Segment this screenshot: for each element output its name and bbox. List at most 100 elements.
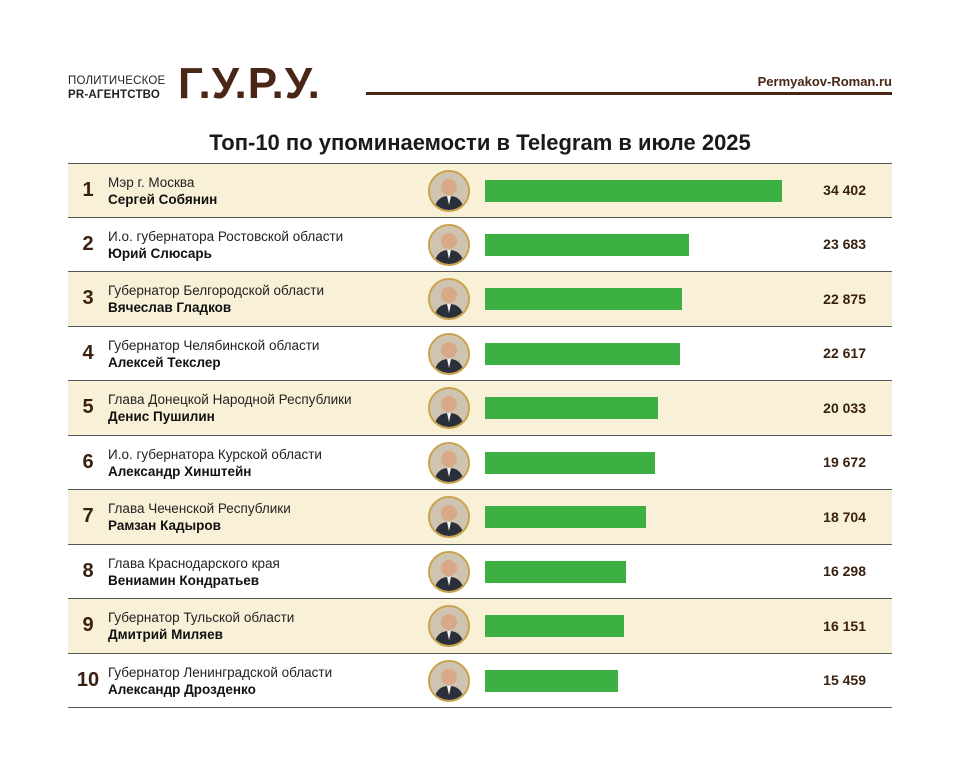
- person-silhouette-icon: [430, 607, 468, 645]
- person-role: Губернатор Ленинградской области: [108, 664, 333, 680]
- bar: [485, 180, 782, 202]
- person-name: Вячеслав Гладков: [108, 300, 232, 315]
- person-name: Дмитрий Миляев: [108, 627, 223, 642]
- person-name: Рамзан Кадыров: [108, 518, 221, 533]
- person-info: И.о. губернатора Курской области Александ…: [108, 446, 322, 480]
- bar-track: [485, 288, 785, 310]
- site-url: Permyakov-Roman.ru: [757, 74, 892, 89]
- rank-number: 2: [82, 232, 94, 255]
- bar-track: [485, 506, 785, 528]
- bar: [485, 288, 682, 310]
- person-info: И.о. губернатора Ростовской области Юрий …: [108, 228, 343, 262]
- value-label: 18 704: [823, 508, 866, 525]
- person-role: Губернатор Белгородской области: [108, 283, 324, 298]
- bar: [485, 615, 624, 637]
- person-info: Мэр г. Москва Сергей Собянин: [108, 174, 217, 208]
- avatar: [428, 441, 470, 484]
- value-label: 16 151: [823, 617, 866, 634]
- bar-track: [485, 233, 785, 256]
- person-info: Губернатор Ленинградской области Александ…: [108, 664, 332, 698]
- bar: [485, 397, 658, 419]
- person-silhouette-icon: [430, 498, 468, 536]
- person-info: Губернатор Челябинской области Алексей Те…: [108, 337, 319, 371]
- person-info: Глава Чеченской Республики Рамзан Кадыров: [108, 500, 291, 534]
- table-row: 5 Глава Донецкой Народной Республики Денис…: [68, 381, 892, 436]
- rank-number: 10: [76, 668, 100, 691]
- bar-track: [485, 560, 785, 583]
- rank-number: 5: [82, 396, 94, 419]
- person-name: Алексей Текслер: [108, 354, 221, 370]
- person-role: И.о. губернатора Курской области: [108, 446, 322, 462]
- person-info: Губернатор Белгородской области Вячеслав …: [108, 282, 324, 316]
- person-silhouette-icon: [430, 334, 468, 373]
- person-name: Александр Дрозденко: [108, 681, 256, 697]
- rank-number: 6: [82, 450, 94, 473]
- avatar: [428, 223, 470, 266]
- table-row: 1 Мэр г. Москва Сергей Собянин 34 402: [68, 163, 892, 218]
- value-label: 16 298: [823, 563, 866, 580]
- person-role: Глава Донецкой Народной Республики: [108, 392, 352, 407]
- value-label: 22 617: [823, 345, 866, 362]
- person-role: Мэр г. Москва: [108, 175, 195, 190]
- header: ПОЛИТИЧЕСКОЕ PR-АГЕНТСТВО Г.У.Р.У. Permy…: [68, 59, 892, 110]
- bar-track: [485, 451, 785, 474]
- person-name: Вениамин Кондратьев: [108, 572, 260, 588]
- avatar: [428, 496, 470, 538]
- person-silhouette-icon: [430, 172, 468, 210]
- brand-logo: Г.У.Р.У.: [178, 59, 321, 108]
- person-role: Глава Чеченской Республики: [108, 501, 291, 516]
- bar-track: [485, 342, 785, 365]
- person-role: Губернатор Тульской области: [108, 610, 295, 625]
- bar: [485, 669, 618, 692]
- table-row: 10 Губернатор Ленинградской области Алекса…: [68, 654, 892, 708]
- person-name: Александр Хинштейн: [108, 463, 252, 479]
- bar: [485, 342, 680, 365]
- header-rule: [366, 92, 892, 95]
- person-name: Юрий Слюсарь: [108, 245, 212, 261]
- rank-number: 1: [82, 178, 94, 201]
- table-row: 3 Губернатор Белгородской области Вячеслав…: [68, 272, 892, 327]
- avatar: [428, 170, 470, 212]
- table-row: 8 Глава Краснодарского края Вениамин Кондр…: [68, 545, 892, 599]
- table-row: 4 Губернатор Челябинской области Алексей Т…: [68, 327, 892, 381]
- person-silhouette-icon: [430, 661, 468, 700]
- rank-number: 4: [82, 341, 94, 364]
- table-row: 6 И.о. губернатора Курской области Алексан…: [68, 436, 892, 490]
- ranking-table: 1 Мэр г. Москва Сергей Собянин 34 402 2 И.о. …: [68, 163, 892, 708]
- table-row: 2 И.о. губернатора Ростовской области Юрий…: [68, 218, 892, 272]
- avatar: [428, 332, 470, 375]
- person-role: Глава Краснодарского края: [108, 555, 280, 571]
- bar-track: [485, 669, 785, 692]
- person-name: Сергей Собянин: [108, 192, 218, 207]
- person-role: И.о. губернатора Ростовской области: [108, 228, 344, 244]
- value-label: 22 875: [823, 290, 866, 307]
- person-silhouette-icon: [430, 389, 468, 427]
- person-name: Денис Пушилин: [108, 409, 215, 424]
- value-label: 20 033: [823, 399, 866, 416]
- table-row: 7 Глава Чеченской Республики Рамзан Кадыро…: [68, 490, 892, 545]
- person-silhouette-icon: [430, 552, 468, 591]
- agency-line-2: PR-АГЕНТСТВО: [68, 89, 161, 101]
- rank-number: 7: [82, 505, 94, 528]
- agency-line-1: ПОЛИТИЧЕСКОЕ: [68, 75, 166, 87]
- avatar: [428, 659, 470, 702]
- bar-track: [485, 180, 785, 202]
- avatar: [428, 550, 470, 593]
- bar: [485, 506, 646, 528]
- person-info: Глава Краснодарского края Вениамин Кондра…: [108, 555, 280, 589]
- person-silhouette-icon: [430, 280, 468, 318]
- value-label: 19 672: [823, 454, 866, 471]
- avatar: [428, 387, 470, 429]
- bar-track: [485, 397, 785, 419]
- avatar: [428, 278, 470, 320]
- agency-label: ПОЛИТИЧЕСКОЕ PR-АГЕНТСТВО: [68, 74, 165, 102]
- rank-number: 8: [82, 559, 94, 582]
- person-silhouette-icon: [430, 225, 468, 264]
- table-row: 9 Губернатор Тульской области Дмитрий Миля…: [68, 599, 892, 654]
- bar: [485, 233, 689, 256]
- value-label: 15 459: [823, 672, 866, 689]
- person-info: Губернатор Тульской области Дмитрий Миляе…: [108, 609, 294, 643]
- person-silhouette-icon: [430, 443, 468, 482]
- bar-track: [485, 615, 785, 637]
- value-label: 23 683: [823, 236, 866, 253]
